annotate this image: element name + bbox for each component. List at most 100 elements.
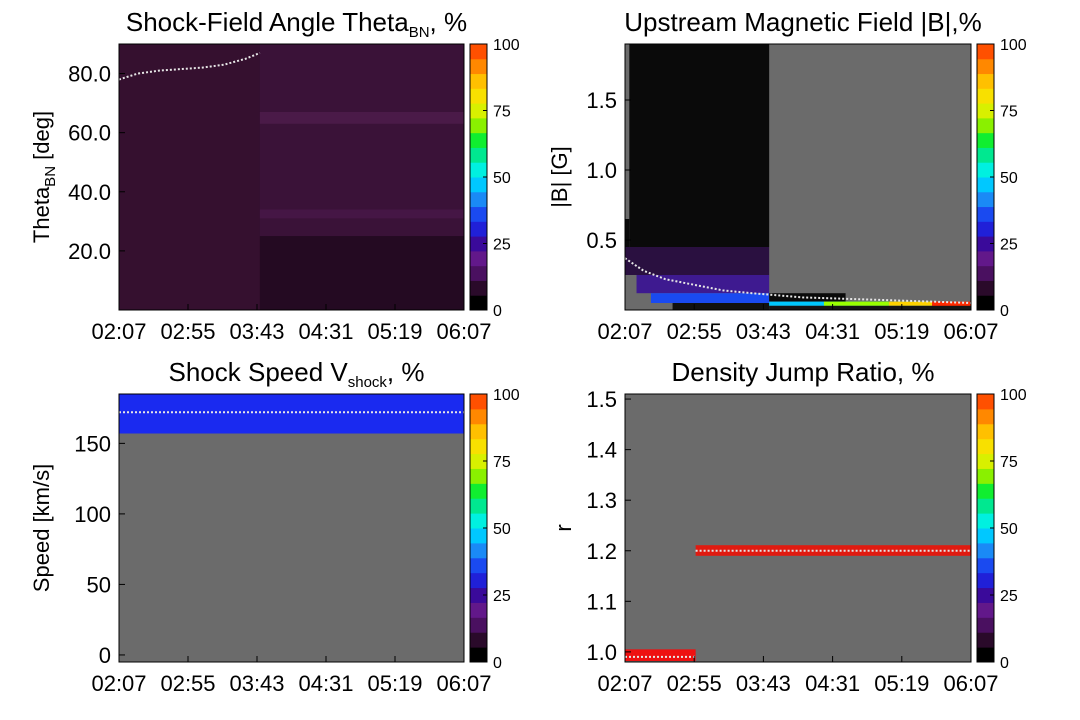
colorbar-tick-label: 50 — [1000, 521, 1018, 538]
colorbar-tick-label: 25 — [1000, 588, 1018, 605]
colorbar-segment — [977, 498, 994, 514]
colorbar-segment — [977, 162, 994, 178]
y-axis-label-subscript: BN — [42, 166, 59, 187]
colorbar-tick-label: 50 — [1000, 170, 1018, 187]
colorbar-segment — [470, 513, 487, 529]
colorbar-segment — [977, 453, 994, 469]
y-axis-label: Speed [km/s] — [29, 464, 54, 592]
heatmap-cells — [625, 44, 971, 310]
colorbar-segment — [977, 73, 994, 89]
colorbar-tick-label: 0 — [1000, 655, 1009, 672]
colorbar-segment — [470, 147, 487, 163]
y-tick-label: 50 — [87, 572, 111, 597]
heatmap-cell — [769, 305, 971, 310]
heatmap-cell — [823, 301, 889, 306]
colorbar-segment — [470, 572, 487, 589]
x-tick-label: 02:07 — [597, 671, 652, 696]
colorbar-segment — [977, 483, 994, 499]
colorbar-tick-label: 100 — [493, 387, 520, 404]
heatmap-cells — [119, 44, 464, 310]
x-tick-label: 03:43 — [736, 671, 791, 696]
colorbar-segment — [470, 250, 487, 267]
colorbar-tick-label: 25 — [1000, 237, 1018, 254]
panel-title-subscript: shock — [348, 374, 388, 391]
x-tick-label: 02:07 — [91, 671, 146, 696]
colorbar-segment — [977, 280, 994, 296]
colorbar-segment — [470, 587, 487, 603]
x-tick-label: 05:19 — [367, 671, 422, 696]
panel-title-main: Density Jump Ratio, % — [672, 357, 935, 387]
x-tick-label: 06:07 — [436, 319, 491, 344]
colorbar-segment — [470, 453, 487, 469]
panel-title-suffix: , % — [387, 357, 425, 387]
colorbar-tick-label: 100 — [493, 37, 520, 54]
colorbar-segment — [470, 221, 487, 237]
x-tick-label: 06:07 — [943, 319, 998, 344]
y-tick-label: 1.5 — [586, 387, 617, 412]
colorbar-segment — [977, 206, 994, 222]
y-axis-label: |B| [G] — [547, 146, 572, 208]
y-tick-label: 0.5 — [586, 228, 617, 253]
colorbar-segment — [977, 423, 994, 440]
heatmap-cell — [650, 293, 770, 303]
colorbar-segment — [977, 617, 994, 633]
panel-1: 02:07 02:55 03:43 04:31 05:19 06:07 20.0 40.0 60… — [29, 7, 520, 344]
y-axis-label-main: Theta — [29, 186, 54, 243]
colorbar-segment — [470, 265, 487, 281]
heatmap-cells — [625, 545, 971, 661]
x-tick-label: 02:07 — [91, 319, 146, 344]
median-trace — [625, 257, 971, 304]
panel-title-suffix: , % — [430, 7, 468, 37]
x-tick-label: 06:07 — [943, 671, 998, 696]
colorbar-segment — [470, 236, 487, 252]
colorbar-segment — [470, 528, 487, 544]
colorbar-segment — [470, 44, 487, 60]
x-tick-label: 03:43 — [229, 319, 284, 344]
colorbar-segment — [977, 528, 994, 544]
panel-3: 02:07 02:55 03:43 04:31 05:19 06:07050100150S… — [29, 357, 520, 696]
colorbar-tick-label: 75 — [493, 454, 511, 471]
x-tick-label: 04:31 — [805, 319, 860, 344]
panel-2: 02:07 02:55 03:43 04:31 05:19 06:07 0.5 1.0 1.5 U… — [547, 7, 1027, 344]
colorbar-segment — [977, 587, 994, 603]
panel-title-main: Shock-Field Angle Theta — [126, 7, 409, 37]
x-tick-label: 02:55 — [667, 671, 722, 696]
plot-frame — [624, 393, 972, 663]
y-tick-label: 1.2 — [586, 539, 617, 564]
colorbar-segment — [470, 498, 487, 514]
colorbar-segment — [977, 58, 994, 75]
colorbar: 0 25 50 75 100 — [469, 37, 520, 320]
colorbar-tick-label: 25 — [493, 237, 511, 254]
y-axis-label-suffix: [deg] — [29, 111, 54, 166]
x-tick-label: 05:19 — [367, 319, 422, 344]
colorbar-segment — [977, 88, 994, 104]
x-tick-label: 02:07 — [597, 319, 652, 344]
plot-frame — [118, 43, 465, 311]
x-tick-label: 04:31 — [298, 319, 353, 344]
colorbar-segment — [470, 88, 487, 104]
panel-title: Shock-Field Angle ThetaBN, % — [126, 7, 467, 41]
colorbar-tick-label: 50 — [493, 521, 511, 538]
colorbar-segment — [977, 177, 994, 193]
x-tick-label: 02:55 — [160, 671, 215, 696]
x-tick-label: 05:19 — [874, 671, 929, 696]
colorbar-segment — [470, 191, 487, 208]
colorbar-segment — [470, 162, 487, 178]
x-tick-label: 02:55 — [667, 319, 722, 344]
colorbar-tick-label: 100 — [1000, 37, 1027, 54]
y-axis-label-main: r — [551, 524, 576, 531]
panel-title: Shock Speed Vshock, % — [169, 357, 425, 391]
colorbar-segment — [977, 236, 994, 252]
y-tick-label: 1.1 — [586, 589, 617, 614]
colorbar-segment — [470, 295, 487, 311]
heatmap-cell — [119, 394, 464, 434]
colorbar-segment — [470, 103, 487, 119]
heatmap-cell — [259, 209, 464, 219]
panel-4: 02:07 02:55 03:43 04:31 05:19 06:07 1.0 1.1 1.2 1… — [551, 357, 1027, 696]
panel-title: Density Jump Ratio, % — [672, 357, 935, 387]
colorbar-segment — [977, 221, 994, 237]
colorbar-segment — [470, 647, 487, 663]
colorbar-tick-label: 25 — [493, 588, 511, 605]
plot-frame — [624, 43, 972, 311]
